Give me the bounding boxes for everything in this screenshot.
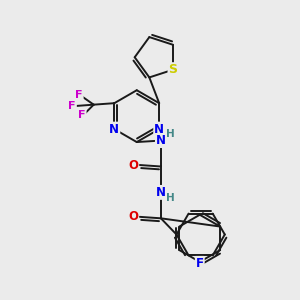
Text: F: F <box>75 90 83 100</box>
Text: H: H <box>166 129 175 139</box>
Text: S: S <box>169 63 178 76</box>
Text: H: H <box>166 193 175 203</box>
Text: N: N <box>154 123 164 136</box>
Text: F: F <box>78 110 86 120</box>
Text: F: F <box>68 101 76 111</box>
Text: O: O <box>128 158 138 172</box>
Text: O: O <box>128 210 138 223</box>
Text: N: N <box>156 134 166 147</box>
Text: N: N <box>156 186 166 199</box>
Text: F: F <box>196 257 204 270</box>
Text: N: N <box>109 123 119 136</box>
